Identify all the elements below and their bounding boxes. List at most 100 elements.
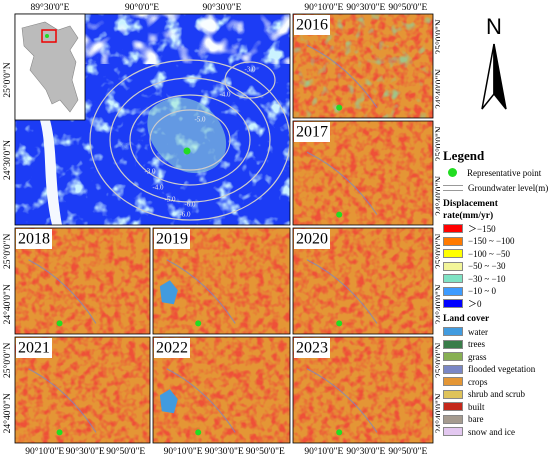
year-panel: 2021 <box>14 336 151 444</box>
legend-item: −10 ~ 0 <box>443 285 549 298</box>
point-symbol <box>448 168 457 178</box>
x-axis-label: 90°50'0"E <box>388 2 427 13</box>
year-label: 2018 <box>18 231 50 248</box>
representative-point <box>195 320 202 327</box>
x-axis-label: 90°10'0"E <box>25 446 64 457</box>
y-axis-label: 24°40'0"N <box>434 69 440 109</box>
representative-point <box>195 429 202 436</box>
contour-label: -5.0 <box>164 196 176 204</box>
legend-item: ＞−150 <box>443 223 549 236</box>
contour-label: -4.0 <box>219 91 231 99</box>
y-axis-label: 24°40'0"N <box>434 284 440 324</box>
legend-item: bare <box>443 413 549 426</box>
y-axis-label: 25°0'0"N <box>434 234 440 269</box>
legend-label: shrub and scrub <box>468 389 525 399</box>
year-label: 2023 <box>296 340 328 357</box>
legend-swatch <box>443 327 463 337</box>
legend-label: −50 ~ −30 <box>468 261 506 271</box>
inset-country <box>21 21 79 113</box>
legend-swatch <box>443 286 463 296</box>
displacement-list: ＞−150 −150 ~ −100 −100 ~ −50 −50 ~ −30 −30 ~… <box>443 223 549 311</box>
year-label: 2016 <box>296 17 328 34</box>
year-label-box <box>294 229 330 249</box>
groundwater-label: Groundwater level(m) <box>468 183 549 193</box>
year-label: 2019 <box>156 231 188 248</box>
contour-label: -6.0 <box>184 201 196 209</box>
x-axis-label: 90°30'0"E <box>205 446 244 457</box>
x-axis-label: 90°10'0"E <box>304 2 343 13</box>
panel-river <box>306 44 378 108</box>
x-axis-label: 90°50'0"E <box>246 446 285 457</box>
x-axis-label: 90°50'0"E <box>388 446 427 457</box>
panel-river <box>166 259 236 324</box>
legend-label: −100 ~ −50 <box>468 248 511 259</box>
panel-river <box>28 259 97 324</box>
legend-swatch <box>443 402 463 412</box>
legend-label: ＞−150 <box>468 223 496 234</box>
legend-swatch <box>443 364 463 374</box>
panel-frame <box>292 227 434 335</box>
year-panel: 2018 <box>14 227 151 335</box>
legend-item: −50 ~ −30 <box>443 260 549 273</box>
legend-swatch <box>443 236 463 246</box>
landcover-title: Land cover <box>443 314 490 324</box>
year-label: 2022 <box>156 340 188 357</box>
y-axis-label: 25°0'0"N <box>434 126 440 161</box>
panel-frame <box>14 336 151 444</box>
legend-item: −150 ~ −100 <box>443 235 549 248</box>
legend: Legend Representative point Groundwater … <box>443 148 549 439</box>
legend-item: crops <box>443 376 549 389</box>
year-panel: 2016 <box>292 13 434 119</box>
legend-swatch <box>443 389 463 399</box>
year-panel: 2019 <box>152 227 291 335</box>
contour-label: -3.0 <box>144 168 156 176</box>
representative-point <box>56 429 63 436</box>
legend-item: trees <box>443 338 549 351</box>
x-axis-label: 90°30'0"E <box>346 2 385 13</box>
representative-point <box>336 104 343 111</box>
legend-label: crops <box>468 376 488 387</box>
groundwater-contour <box>109 77 271 203</box>
legend-swatch <box>443 352 463 362</box>
legend-item: flooded vegetation <box>443 363 549 376</box>
displacement-title: Displacement rate(mm/yr) <box>443 198 498 222</box>
year-label-box <box>154 229 190 249</box>
year-panel: 2022 <box>152 336 291 444</box>
year-label-box <box>16 338 52 358</box>
legend-label: ＞0 <box>468 298 482 309</box>
legend-label: −30 ~ −10 <box>468 273 506 284</box>
x-axis-label: 90°30'0"E <box>346 446 385 457</box>
river <box>40 120 62 225</box>
contour-label: -3.0 <box>244 66 256 74</box>
year-panel: 2020 <box>292 227 434 335</box>
landcover-list: water trees grass flooded vegetation crops sh… <box>443 326 549 439</box>
legend-swatch <box>443 299 463 309</box>
panel-water <box>159 280 178 305</box>
y-axis-label: 24°40'0"N <box>434 176 440 216</box>
panel-frame <box>292 13 434 119</box>
legend-item: grass <box>443 351 549 364</box>
x-axis-label: 89°30'0"E <box>31 2 70 13</box>
inset-point <box>45 34 49 38</box>
year-label-box <box>16 229 52 249</box>
representative-point <box>336 320 343 327</box>
legend-swatch <box>443 339 463 349</box>
groundwater-contour <box>149 109 231 171</box>
y-axis-label: 25°0'0"N <box>2 234 13 269</box>
x-axis-label: 90°50'0"E <box>106 446 145 457</box>
legend-label: grass <box>468 351 487 362</box>
contour-label: -5.0 <box>194 116 206 124</box>
legend-label: built <box>468 401 485 412</box>
legend-item: ＞0 <box>443 298 549 311</box>
map-area: -3.0-4.0-5.0-6.0-5.0-4.0-3.0-6.089°30'0"… <box>2 2 440 457</box>
legend-swatch <box>443 427 463 437</box>
representative-point <box>336 429 343 436</box>
subsidence-zone <box>147 97 227 174</box>
year-label: 2020 <box>296 231 328 248</box>
legend-title: Legend <box>443 148 485 163</box>
year-label-box <box>294 338 330 358</box>
legend-swatch <box>443 224 463 234</box>
legend-label: bare <box>468 414 484 424</box>
legend-label: trees <box>468 339 485 349</box>
